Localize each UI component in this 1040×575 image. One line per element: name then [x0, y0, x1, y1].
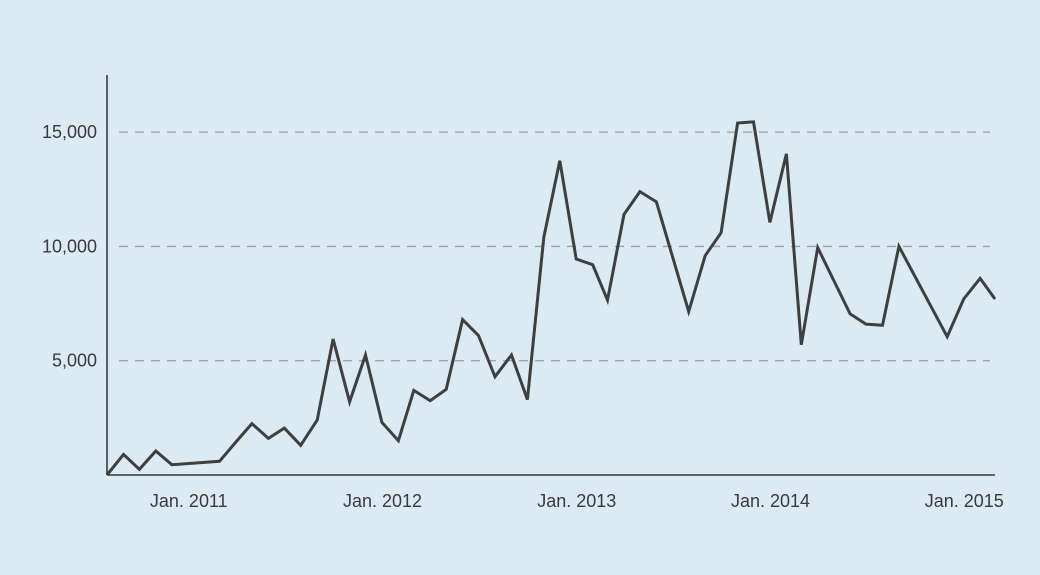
- series-layer: [105, 120, 997, 476]
- series-line: [105, 120, 997, 476]
- x-tick-label: Jan. 2014: [731, 491, 810, 511]
- x-tick-label: Jan. 2013: [537, 491, 616, 511]
- x-tick-label: Jan. 2012: [343, 491, 422, 511]
- grid-layer: [119, 131, 990, 362]
- x-tick-label: Jan. 2011: [150, 491, 228, 511]
- y-tick-label: 10,000: [42, 236, 97, 256]
- y-tick-label: 15,000: [42, 122, 97, 142]
- x-tick-label: Jan. 2015: [925, 491, 1004, 511]
- y-tick-label: 5,000: [52, 351, 97, 371]
- label-layer: 5,000 10,000 15,000 Jan. 2011 Jan. 2012 Jan. …: [42, 122, 1004, 511]
- axis-layer: [106, 75, 995, 476]
